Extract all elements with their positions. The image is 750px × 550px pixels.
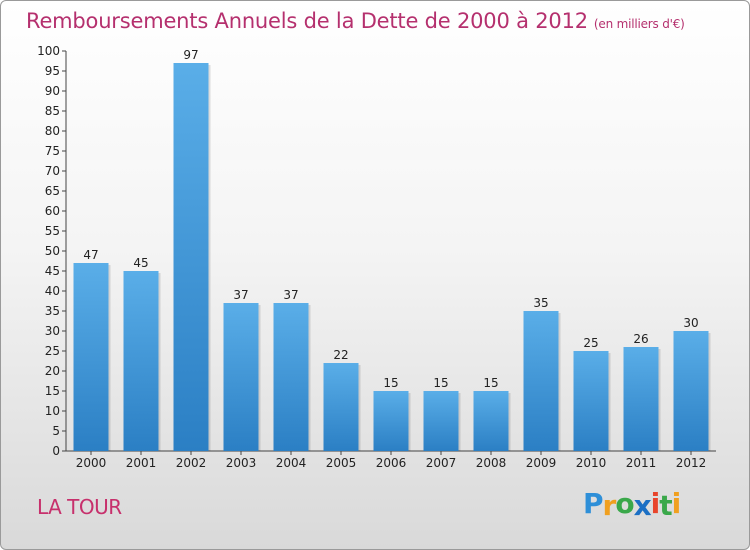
bar-2010: [573, 351, 609, 451]
y-tick-label: 90: [45, 84, 60, 98]
data-label-2012: 30: [683, 316, 698, 330]
data-label-2010: 25: [583, 336, 598, 350]
logo-letter: x: [633, 489, 652, 522]
y-tick-label: 95: [45, 64, 60, 78]
data-label-2002: 97: [183, 48, 198, 62]
x-tick-label: 2004: [276, 456, 307, 470]
logo-letter: t: [659, 489, 672, 522]
data-label-2003: 37: [233, 288, 248, 302]
y-tick-label: 100: [37, 44, 60, 58]
y-tick-label: 70: [45, 164, 60, 178]
data-label-2011: 26: [633, 332, 648, 346]
x-tick-label: 2005: [326, 456, 357, 470]
data-labels: 47 45 97 37 37 22 15 15 15 35 25 26 30: [83, 48, 698, 390]
y-tick-label: 60: [45, 204, 60, 218]
bar-2006: [373, 391, 409, 451]
bar-2005: [323, 363, 359, 451]
bar-2011: [623, 347, 659, 451]
data-label-2009: 35: [533, 296, 548, 310]
x-tick-label: 2012: [676, 456, 707, 470]
y-tick-label: 65: [45, 184, 60, 198]
data-label-2001: 45: [133, 256, 148, 270]
y-tick-label: 45: [45, 264, 60, 278]
x-tick-label: 2010: [576, 456, 607, 470]
data-label-2004: 37: [283, 288, 298, 302]
bar-2009: [523, 311, 559, 451]
y-tick-label: 0: [52, 444, 60, 458]
y-tick-label: 55: [45, 224, 60, 238]
y-tick-label: 30: [45, 324, 60, 338]
x-tick-label: 2007: [426, 456, 457, 470]
x-tick-label: 2003: [226, 456, 257, 470]
bar-2001: [123, 271, 159, 451]
x-tick-label: 2001: [126, 456, 157, 470]
bar-2007: [423, 391, 459, 451]
axes: 0 5 10 15 20 25 30 35 40 45 50 55 60 65 70 75 80 85 90 95 10…: [37, 44, 716, 470]
x-tick-label: 2002: [176, 456, 207, 470]
bar-2002: [173, 63, 209, 451]
y-tick-label: 75: [45, 144, 60, 158]
commune-name: LA TOUR: [37, 495, 122, 519]
x-tick-label: 2009: [526, 456, 557, 470]
data-label-2007: 15: [433, 376, 448, 390]
x-tick-label: 2006: [376, 456, 407, 470]
y-tick-label: 5: [52, 424, 60, 438]
title-text: Remboursements Annuels de la Dette de 20…: [26, 9, 588, 33]
logo-letter: o: [615, 487, 634, 520]
y-tick-label: 10: [45, 404, 60, 418]
bar-2004: [273, 303, 309, 451]
bars: [73, 63, 711, 451]
bar-2008: [473, 391, 509, 451]
y-tick-label: 15: [45, 384, 60, 398]
y-tick-label: 85: [45, 104, 60, 118]
y-tick-label: 80: [45, 124, 60, 138]
y-tick-label: 20: [45, 364, 60, 378]
logo-letter: i: [650, 487, 661, 520]
logo-letter: P: [583, 487, 604, 520]
data-label-2006: 15: [383, 376, 398, 390]
y-tick-label: 35: [45, 304, 60, 318]
proxiti-logo: Proxiti: [583, 487, 682, 522]
y-tick-label: 50: [45, 244, 60, 258]
x-tick-label: 2011: [626, 456, 657, 470]
logo-letter: i: [671, 487, 682, 520]
bar-2003: [223, 303, 259, 451]
y-tick-label: 25: [45, 344, 60, 358]
data-label-2005: 22: [333, 348, 348, 362]
x-tick-label: 2000: [76, 456, 107, 470]
x-tick-label: 2008: [476, 456, 507, 470]
bar-2000: [73, 263, 109, 451]
data-label-2000: 47: [83, 248, 98, 262]
logo-letter: r: [602, 489, 617, 522]
chart-title: Remboursements Annuels de la Dette de 20…: [26, 9, 685, 33]
y-tick-label: 40: [45, 284, 60, 298]
data-label-2008: 15: [483, 376, 498, 390]
bar-2012: [673, 331, 709, 451]
unit-label: (en milliers d'€): [593, 17, 685, 31]
